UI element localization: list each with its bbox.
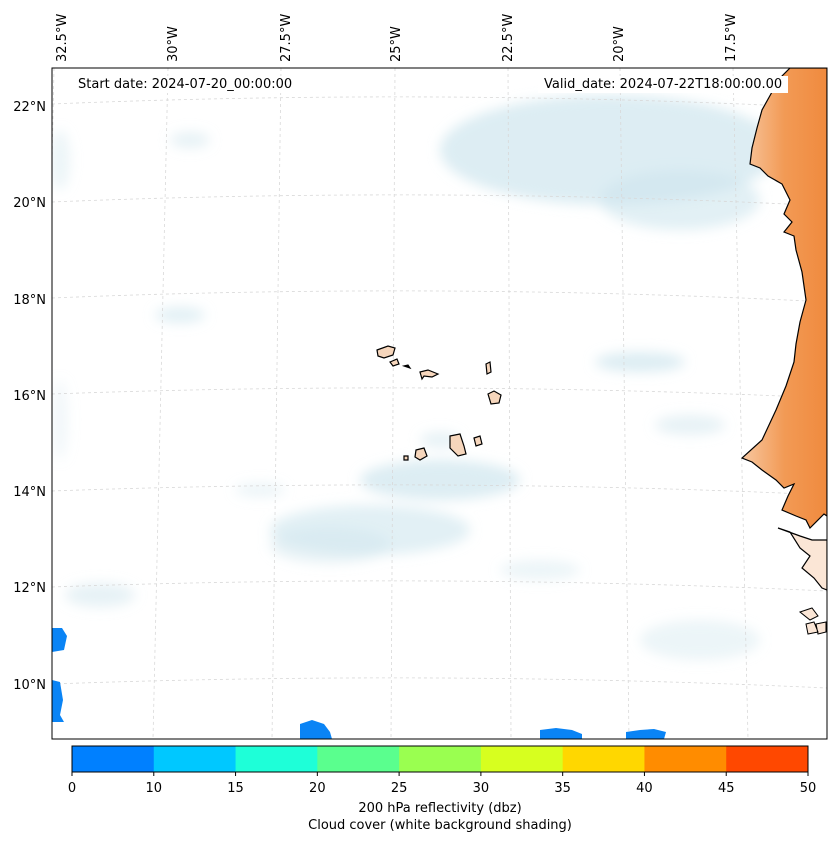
colorbar-border [71,745,809,773]
bissagos-islands [798,607,827,635]
lat-label: 14°N [13,485,46,500]
colorbar: 0 10 15 20 25 30 35 40 45 50 [68,745,817,796]
lat-label: 18°N [13,293,46,308]
cloud-cover-layer [52,95,780,660]
africa-land-south [777,527,827,591]
lon-label: 25°W [389,26,404,62]
colorbar-tick-label: 20 [309,781,326,796]
latitude-labels: 22°N 20°N 18°N 16°N 14°N 12°N 10°N [13,100,46,693]
colorbar-segment [562,746,645,772]
start-date-label: Start date: 2024-07-20_00:00:00 [72,76,299,93]
colorbar-tick-label: 0 [68,781,76,796]
colorbar-segment [726,746,809,772]
lon-label: 17.5°W [724,14,739,62]
colorbar-tick-label: 30 [473,781,490,796]
lon-label: 22.5°W [501,14,516,62]
colorbar-tick-label: 25 [391,781,408,796]
colorbar-tick-label: 40 [636,781,653,796]
colorbar-tick-label: 35 [554,781,571,796]
lat-label: 20°N [13,196,46,211]
lat-label: 10°N [13,678,46,693]
colorbar-segment [399,746,482,772]
lat-label: 22°N [13,100,46,115]
colorbar-subtitle: Cloud cover (white background shading) [308,818,572,833]
colorbar-segment [235,746,318,772]
lat-label: 16°N [13,389,46,404]
colorbar-tick-label: 15 [227,781,244,796]
colorbar-tick-label: 10 [146,781,163,796]
graticule [52,68,827,739]
lon-label: 30°W [166,26,181,62]
colorbar-tick-label: 45 [718,781,735,796]
colorbar-segment [153,746,237,772]
colorbar-segment [480,746,564,772]
colorbar-segment [644,746,727,772]
map-border [51,67,828,740]
longitude-labels: 32.5°W 30°W 27.5°W 25°W 22.5°W 20°W 17.5… [55,14,739,62]
colorbar-segment [317,746,400,772]
colorbar-segment [72,746,155,772]
lon-label: 27.5°W [279,14,294,62]
colorbar-tick-label: 50 [800,781,817,796]
lon-label: 32.5°W [55,14,70,62]
colorbar-title: 200 hPa reflectivity (dbz) [358,801,522,816]
reflectivity-patches [52,628,666,739]
lat-label: 12°N [13,581,46,596]
lon-label: 20°W [612,26,627,62]
valid-date-label: Valid_date: 2024-07-22T18:00:00.00 [538,76,789,93]
cape-verde-islands [376,345,502,461]
africa-land [740,68,827,530]
